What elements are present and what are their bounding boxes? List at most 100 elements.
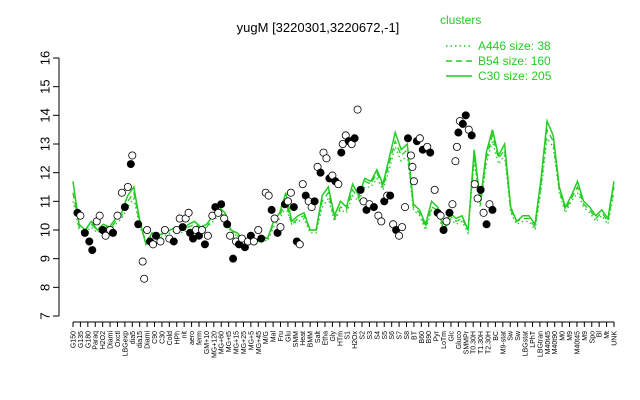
x-tick-label: Diami (108, 331, 115, 349)
x-tick-label: M40t45 (545, 331, 552, 354)
data-point-filled (267, 205, 276, 214)
y-tick-label: 10 (38, 223, 53, 237)
data-point-open (254, 225, 263, 234)
x-tick-label: Mt (604, 331, 611, 339)
x-tick-label: BC (493, 331, 500, 341)
x-tick-label: UNK (612, 331, 619, 346)
x-tick-label: Glu (285, 331, 292, 342)
data-point-open (123, 182, 132, 191)
x-tick-label: B90 (426, 331, 433, 344)
x-tick-label: S4 (374, 331, 381, 340)
x-tick-label: dia15 (137, 331, 144, 348)
y-tick-label: 7 (38, 312, 53, 319)
y-axis: 7 8 9 10 11 12 13 14 15 16 (38, 51, 60, 320)
data-point-filled (356, 185, 365, 194)
data-point-open (451, 157, 460, 166)
legend-entry-label: B54 size: 160 (478, 54, 551, 68)
x-tick-label: G135 (78, 331, 85, 348)
x-tick-label: BT (411, 330, 418, 340)
data-point-open (286, 188, 295, 197)
x-tick-label: Salt (315, 331, 322, 343)
x-tick-label: Gluco (456, 331, 463, 349)
data-point-open (415, 134, 424, 143)
x-tick-label: M0 (560, 331, 567, 341)
data-point-open (276, 223, 285, 232)
x-tick-label: Spo (589, 331, 596, 344)
data-point-filled (476, 185, 485, 194)
x-tick-label: H2Ox (352, 331, 359, 349)
data-point-filled (458, 119, 467, 128)
data-point-open (452, 142, 461, 151)
data-point-filled (310, 197, 319, 206)
data-point-open (430, 185, 439, 194)
x-tick-label: MG+60 (219, 331, 226, 354)
data-point-filled (482, 220, 491, 229)
data-point-open (334, 180, 343, 189)
data-point-filled (426, 148, 435, 157)
data-point-open (401, 203, 410, 212)
x-tick-label: LBGstat (523, 331, 530, 356)
x-tick-label: M9 (567, 331, 574, 341)
data-point-filled (152, 231, 161, 240)
data-point-open (226, 231, 235, 240)
x-tick-label: MG+25 (241, 331, 248, 354)
x-tick-label: C30 (159, 331, 166, 344)
x-tick-label: S1 (345, 331, 352, 340)
y-tick-label: 12 (38, 165, 53, 179)
x-tick-label: SMM (293, 331, 300, 348)
data-point-open (101, 231, 110, 240)
x-tick-label: S5 (382, 331, 389, 340)
data-point-filled (403, 134, 412, 143)
data-point-open (160, 225, 169, 234)
legend-entry-label: A446 size: 38 (478, 39, 551, 53)
data-point-open (409, 177, 418, 186)
data-point-open (395, 231, 404, 240)
x-tick-label: Sw (508, 330, 515, 341)
data-point-open (184, 208, 193, 217)
data-point-open (470, 180, 479, 189)
x-tick-label: GM+10 (204, 331, 211, 354)
y-tick-label: 13 (38, 137, 53, 151)
data-point-open (156, 237, 165, 246)
data-point-open (353, 105, 362, 114)
data-point-open (264, 191, 273, 200)
data-point-open (95, 211, 104, 220)
x-tick-label: Oxctl (115, 331, 122, 347)
x-tick-label: T0.30H (471, 331, 478, 354)
x-tick-label: Sw (515, 330, 522, 341)
y-tick-label: 11 (38, 195, 53, 209)
x-axis: G150 G135 G180 Paraq H2O2 Diami Oxctl LBGexp dia… (71, 321, 619, 358)
data-point-filled (454, 128, 463, 137)
x-tick-label: S2 (360, 331, 367, 340)
x-tick-label: Etha (322, 331, 329, 346)
x-tick-label: LBGexp (122, 331, 129, 356)
data-point-open (138, 257, 147, 266)
x-tick-label: MG+5 (248, 331, 255, 350)
data-point-filled (169, 237, 178, 246)
x-tick-label: S3 (367, 331, 374, 340)
y-tick-label: 8 (38, 284, 53, 291)
data-point-open (128, 151, 137, 160)
x-tick-label: Cold (167, 331, 174, 346)
data-point-open (322, 154, 331, 163)
data-point-filled (178, 223, 187, 232)
x-tick-label: MG+120 (211, 331, 218, 358)
x-tick-label: T1.30H (478, 331, 485, 354)
x-tick-label: B60 (419, 331, 426, 344)
data-point-open (143, 225, 152, 234)
x-tick-label: aero (189, 331, 196, 345)
data-point-filled (126, 160, 135, 169)
data-point-filled (85, 237, 94, 246)
x-tick-label: LPhT (530, 330, 537, 347)
y-tick-label: 15 (38, 79, 53, 93)
x-tick-label: HPh (174, 331, 181, 345)
x-tick-label: Paraq (93, 331, 100, 350)
data-point-filled (217, 200, 226, 209)
x-tick-label: Gly (330, 331, 337, 342)
data-point-open (298, 180, 307, 189)
data-point-filled (109, 228, 118, 237)
x-tick-label: MG+15 (234, 331, 241, 354)
x-tick-label: Pyr (434, 330, 441, 341)
